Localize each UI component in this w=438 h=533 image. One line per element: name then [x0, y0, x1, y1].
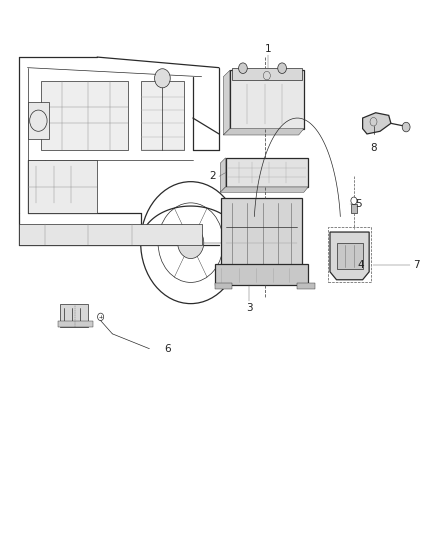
- Bar: [215, 264, 308, 285]
- Text: 4: 4: [357, 260, 364, 270]
- Text: 3: 3: [246, 303, 253, 312]
- Text: 6: 6: [165, 344, 171, 354]
- Circle shape: [178, 227, 204, 259]
- Polygon shape: [220, 187, 308, 192]
- Bar: [58, 321, 93, 327]
- Bar: [328, 227, 371, 282]
- Text: 8: 8: [370, 143, 377, 154]
- Text: 2: 2: [209, 172, 216, 181]
- Bar: [226, 158, 308, 187]
- Bar: [221, 198, 302, 269]
- Text: 5: 5: [356, 199, 362, 209]
- Bar: [19, 224, 201, 245]
- Bar: [28, 160, 97, 214]
- Bar: [351, 204, 357, 214]
- Text: 7: 7: [413, 261, 419, 270]
- Bar: [232, 68, 302, 80]
- Polygon shape: [223, 128, 304, 135]
- Circle shape: [402, 122, 410, 132]
- Bar: [297, 283, 315, 289]
- Text: 1: 1: [265, 44, 271, 54]
- Circle shape: [155, 69, 170, 88]
- Polygon shape: [363, 113, 391, 134]
- Bar: [141, 81, 184, 150]
- Bar: [336, 243, 363, 269]
- Bar: [41, 81, 127, 150]
- Bar: [28, 102, 49, 139]
- Bar: [60, 304, 88, 327]
- Polygon shape: [220, 158, 226, 192]
- Circle shape: [278, 63, 286, 74]
- Polygon shape: [223, 70, 230, 135]
- Bar: [230, 70, 304, 128]
- Circle shape: [239, 63, 247, 74]
- Polygon shape: [330, 232, 369, 280]
- Bar: [215, 283, 232, 289]
